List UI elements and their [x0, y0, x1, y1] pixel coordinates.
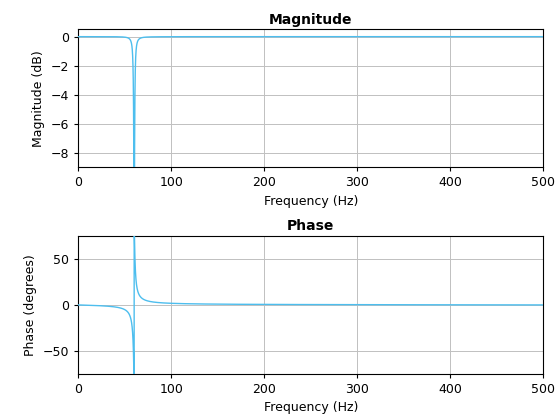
Title: Phase: Phase — [287, 220, 334, 234]
Title: Magnitude: Magnitude — [269, 13, 353, 27]
Y-axis label: Phase (degrees): Phase (degrees) — [24, 254, 38, 356]
X-axis label: Frequency (Hz): Frequency (Hz) — [264, 195, 358, 208]
Y-axis label: Magnitude (dB): Magnitude (dB) — [32, 50, 45, 147]
X-axis label: Frequency (Hz): Frequency (Hz) — [264, 402, 358, 415]
